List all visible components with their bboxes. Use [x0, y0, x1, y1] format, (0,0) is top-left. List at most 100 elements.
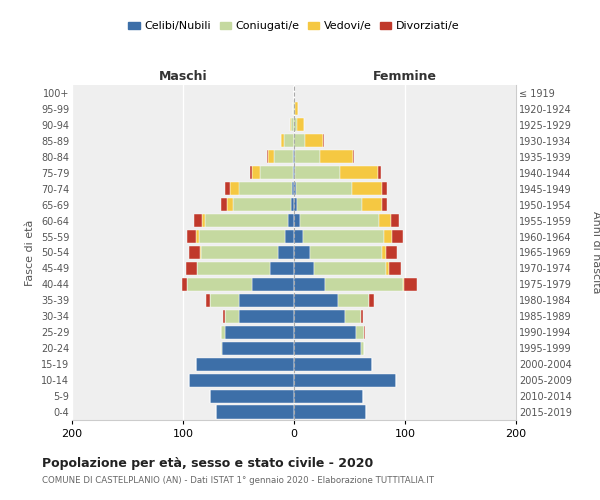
Bar — [238, 182, 292, 195]
Bar — [386, 262, 389, 275]
Bar — [294, 214, 299, 227]
Bar — [223, 310, 225, 323]
Bar — [188, 246, 200, 259]
Bar — [294, 374, 396, 386]
Bar — [268, 150, 274, 164]
Y-axis label: Anni di nascita: Anni di nascita — [591, 211, 600, 294]
Text: Popolazione per età, sesso e stato civile - 2020: Popolazione per età, sesso e stato civil… — [42, 458, 373, 470]
Bar — [252, 278, 294, 291]
Bar — [379, 166, 380, 179]
Bar — [294, 134, 305, 147]
Bar — [362, 198, 382, 211]
Bar — [222, 342, 294, 355]
Legend: Celibi/Nubili, Coniugati/e, Vedovi/e, Divorziati/e: Celibi/Nubili, Coniugati/e, Vedovi/e, Di… — [124, 17, 464, 36]
Bar — [338, 294, 370, 307]
Bar — [310, 246, 382, 259]
Y-axis label: Fasce di età: Fasce di età — [25, 220, 35, 286]
Bar — [294, 230, 303, 243]
Text: COMUNE DI CASTELPLANIO (AN) - Dati ISTAT 1° gennaio 2020 - Elaborazione TUTTITAL: COMUNE DI CASTELPLANIO (AN) - Dati ISTAT… — [42, 476, 434, 485]
Bar — [209, 294, 239, 307]
Bar — [274, 150, 293, 164]
Bar — [209, 390, 294, 402]
Bar — [295, 166, 340, 179]
Bar — [225, 326, 294, 339]
Bar — [289, 214, 294, 227]
Bar — [325, 278, 403, 291]
Bar — [294, 390, 363, 402]
Bar — [292, 182, 294, 195]
Bar — [364, 326, 365, 339]
Bar — [404, 278, 417, 291]
Bar — [294, 166, 295, 179]
Bar — [294, 342, 361, 355]
Bar — [187, 278, 252, 291]
Bar — [294, 358, 372, 370]
Bar — [382, 246, 386, 259]
Bar — [294, 326, 356, 339]
Bar — [370, 294, 374, 307]
Bar — [294, 406, 366, 418]
Bar — [340, 166, 379, 179]
Bar — [225, 182, 230, 195]
Bar — [295, 102, 298, 116]
Bar — [294, 278, 325, 291]
Bar — [250, 166, 252, 179]
Bar — [281, 134, 284, 147]
Bar — [382, 198, 387, 211]
Bar — [314, 262, 386, 275]
Bar — [294, 150, 295, 164]
Bar — [384, 230, 392, 243]
Bar — [294, 198, 298, 211]
Bar — [298, 198, 362, 211]
Bar — [233, 198, 290, 211]
Bar — [187, 262, 197, 275]
Bar — [382, 182, 387, 195]
Bar — [303, 230, 384, 243]
Bar — [294, 182, 296, 195]
Bar — [194, 214, 202, 227]
Bar — [199, 230, 285, 243]
Bar — [293, 102, 294, 116]
Bar — [352, 182, 382, 195]
Bar — [298, 118, 304, 132]
Bar — [202, 214, 205, 227]
Bar — [217, 406, 294, 418]
Bar — [293, 166, 294, 179]
Bar — [353, 150, 354, 164]
Bar — [239, 294, 294, 307]
Bar — [200, 246, 201, 259]
Bar — [196, 230, 199, 243]
Bar — [284, 134, 294, 147]
Bar — [252, 166, 260, 179]
Bar — [182, 278, 187, 291]
Bar — [323, 134, 324, 147]
Bar — [221, 342, 222, 355]
Bar — [293, 150, 294, 164]
Bar — [260, 166, 293, 179]
Bar — [320, 150, 353, 164]
Bar — [205, 214, 289, 227]
Bar — [356, 326, 364, 339]
Bar — [391, 214, 400, 227]
Bar — [239, 310, 294, 323]
Bar — [221, 198, 227, 211]
Bar — [187, 230, 196, 243]
Bar — [379, 214, 391, 227]
Bar — [290, 198, 294, 211]
Bar — [296, 182, 352, 195]
Bar — [201, 246, 278, 259]
Bar — [196, 358, 294, 370]
Bar — [392, 230, 403, 243]
Bar — [361, 310, 363, 323]
Bar — [278, 246, 294, 259]
Bar — [295, 150, 320, 164]
Bar — [294, 246, 310, 259]
Text: Femmine: Femmine — [373, 70, 437, 82]
Text: Maschi: Maschi — [158, 70, 208, 82]
Bar — [290, 118, 294, 132]
Bar — [361, 342, 364, 355]
Bar — [305, 134, 323, 147]
Bar — [386, 246, 397, 259]
Bar — [197, 262, 269, 275]
Bar — [294, 118, 298, 132]
